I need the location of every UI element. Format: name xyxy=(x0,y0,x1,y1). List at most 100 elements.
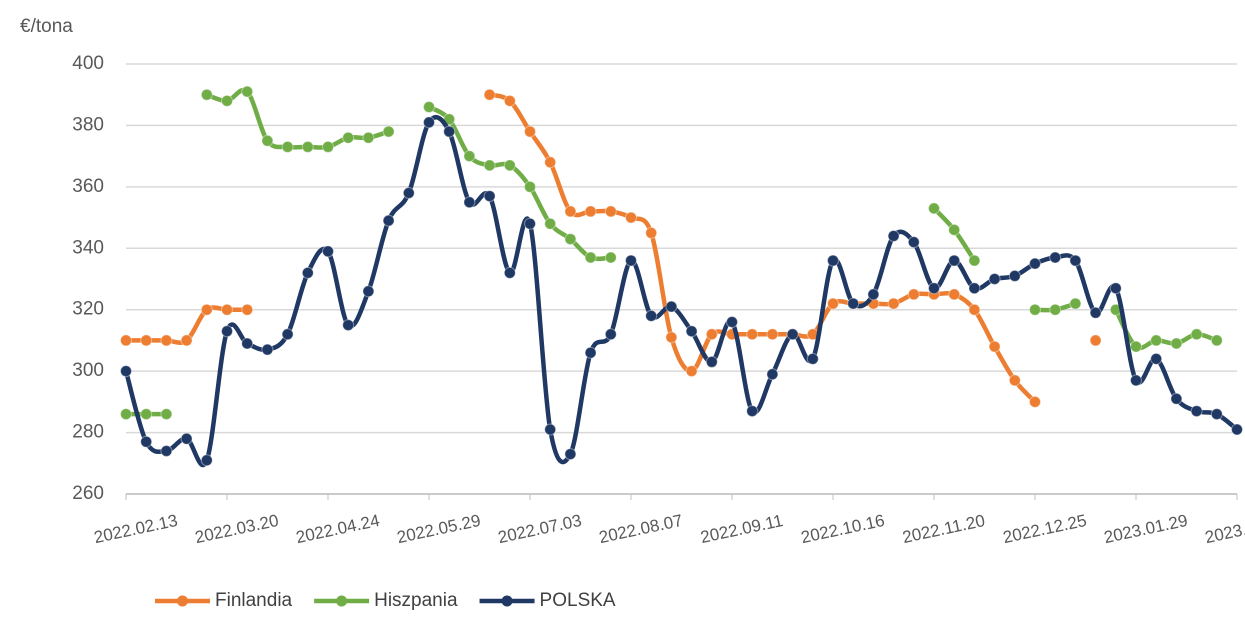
point xyxy=(301,140,314,153)
y-tick-label: 280 xyxy=(72,422,104,443)
y-tick-label: 400 xyxy=(72,53,104,74)
point xyxy=(544,156,557,169)
point xyxy=(160,445,173,457)
point xyxy=(261,343,274,356)
legend-marker xyxy=(501,595,513,607)
point xyxy=(140,408,153,421)
point xyxy=(281,328,294,341)
legend-marker xyxy=(177,595,188,607)
point xyxy=(483,88,496,101)
point xyxy=(968,303,981,316)
point xyxy=(665,300,678,313)
y-axis-label: €/tona xyxy=(20,16,73,37)
point xyxy=(786,328,799,341)
point xyxy=(544,217,557,230)
point xyxy=(402,187,415,199)
point xyxy=(827,254,839,267)
point xyxy=(1130,374,1142,387)
point xyxy=(1109,282,1122,295)
point xyxy=(342,319,355,332)
point xyxy=(685,325,698,338)
point xyxy=(524,180,536,193)
point xyxy=(503,266,516,279)
point xyxy=(1029,257,1041,270)
point xyxy=(928,282,940,295)
point xyxy=(665,331,678,344)
point xyxy=(1069,297,1082,310)
point xyxy=(120,408,132,421)
point xyxy=(382,125,395,138)
point xyxy=(968,254,981,267)
point xyxy=(503,94,516,107)
point xyxy=(988,273,1001,285)
point xyxy=(301,266,314,279)
point xyxy=(1049,251,1062,264)
point xyxy=(221,303,233,316)
point xyxy=(281,140,294,153)
point xyxy=(584,346,597,359)
point xyxy=(322,245,334,258)
point xyxy=(362,131,375,144)
y-tick-label: 300 xyxy=(72,360,104,381)
point xyxy=(483,190,496,203)
point xyxy=(645,226,658,239)
point xyxy=(241,337,254,350)
y-tick-label: 380 xyxy=(72,114,104,135)
y-tick-label: 340 xyxy=(72,237,104,258)
point xyxy=(847,297,860,310)
point xyxy=(746,328,759,341)
point xyxy=(180,432,193,445)
point xyxy=(645,309,658,322)
point xyxy=(766,368,779,381)
point xyxy=(443,125,456,138)
point xyxy=(1231,423,1243,436)
point xyxy=(1029,303,1041,316)
point xyxy=(382,214,395,227)
point xyxy=(544,423,557,436)
legend-label: POLSKA xyxy=(540,590,616,611)
point xyxy=(1089,334,1102,347)
point xyxy=(948,288,961,301)
point xyxy=(362,285,375,298)
point xyxy=(524,125,536,138)
point xyxy=(988,340,1001,353)
point xyxy=(423,101,435,113)
point xyxy=(928,202,940,215)
point xyxy=(160,408,173,421)
point xyxy=(342,131,355,144)
point xyxy=(705,328,718,341)
point xyxy=(907,288,920,301)
point xyxy=(241,85,254,98)
point xyxy=(483,159,496,172)
point xyxy=(1150,334,1163,347)
point xyxy=(564,233,577,246)
point xyxy=(827,297,839,310)
legend-label: Hiszpania xyxy=(374,590,458,611)
point xyxy=(463,150,476,163)
point xyxy=(423,116,435,129)
point xyxy=(1170,337,1183,350)
point xyxy=(705,355,718,368)
point xyxy=(463,196,476,209)
point xyxy=(564,448,577,461)
point xyxy=(968,282,981,295)
point xyxy=(120,334,132,347)
point xyxy=(120,365,132,378)
point xyxy=(1190,328,1203,341)
point xyxy=(241,303,254,316)
point xyxy=(160,334,173,347)
point xyxy=(140,435,153,448)
point xyxy=(1210,334,1223,347)
point xyxy=(867,288,880,301)
point xyxy=(604,328,617,341)
point xyxy=(948,223,961,236)
point xyxy=(1190,405,1203,418)
point xyxy=(604,251,617,264)
point xyxy=(221,94,233,107)
point xyxy=(1029,395,1041,408)
point xyxy=(322,140,334,153)
point xyxy=(584,251,597,264)
point xyxy=(261,134,274,147)
